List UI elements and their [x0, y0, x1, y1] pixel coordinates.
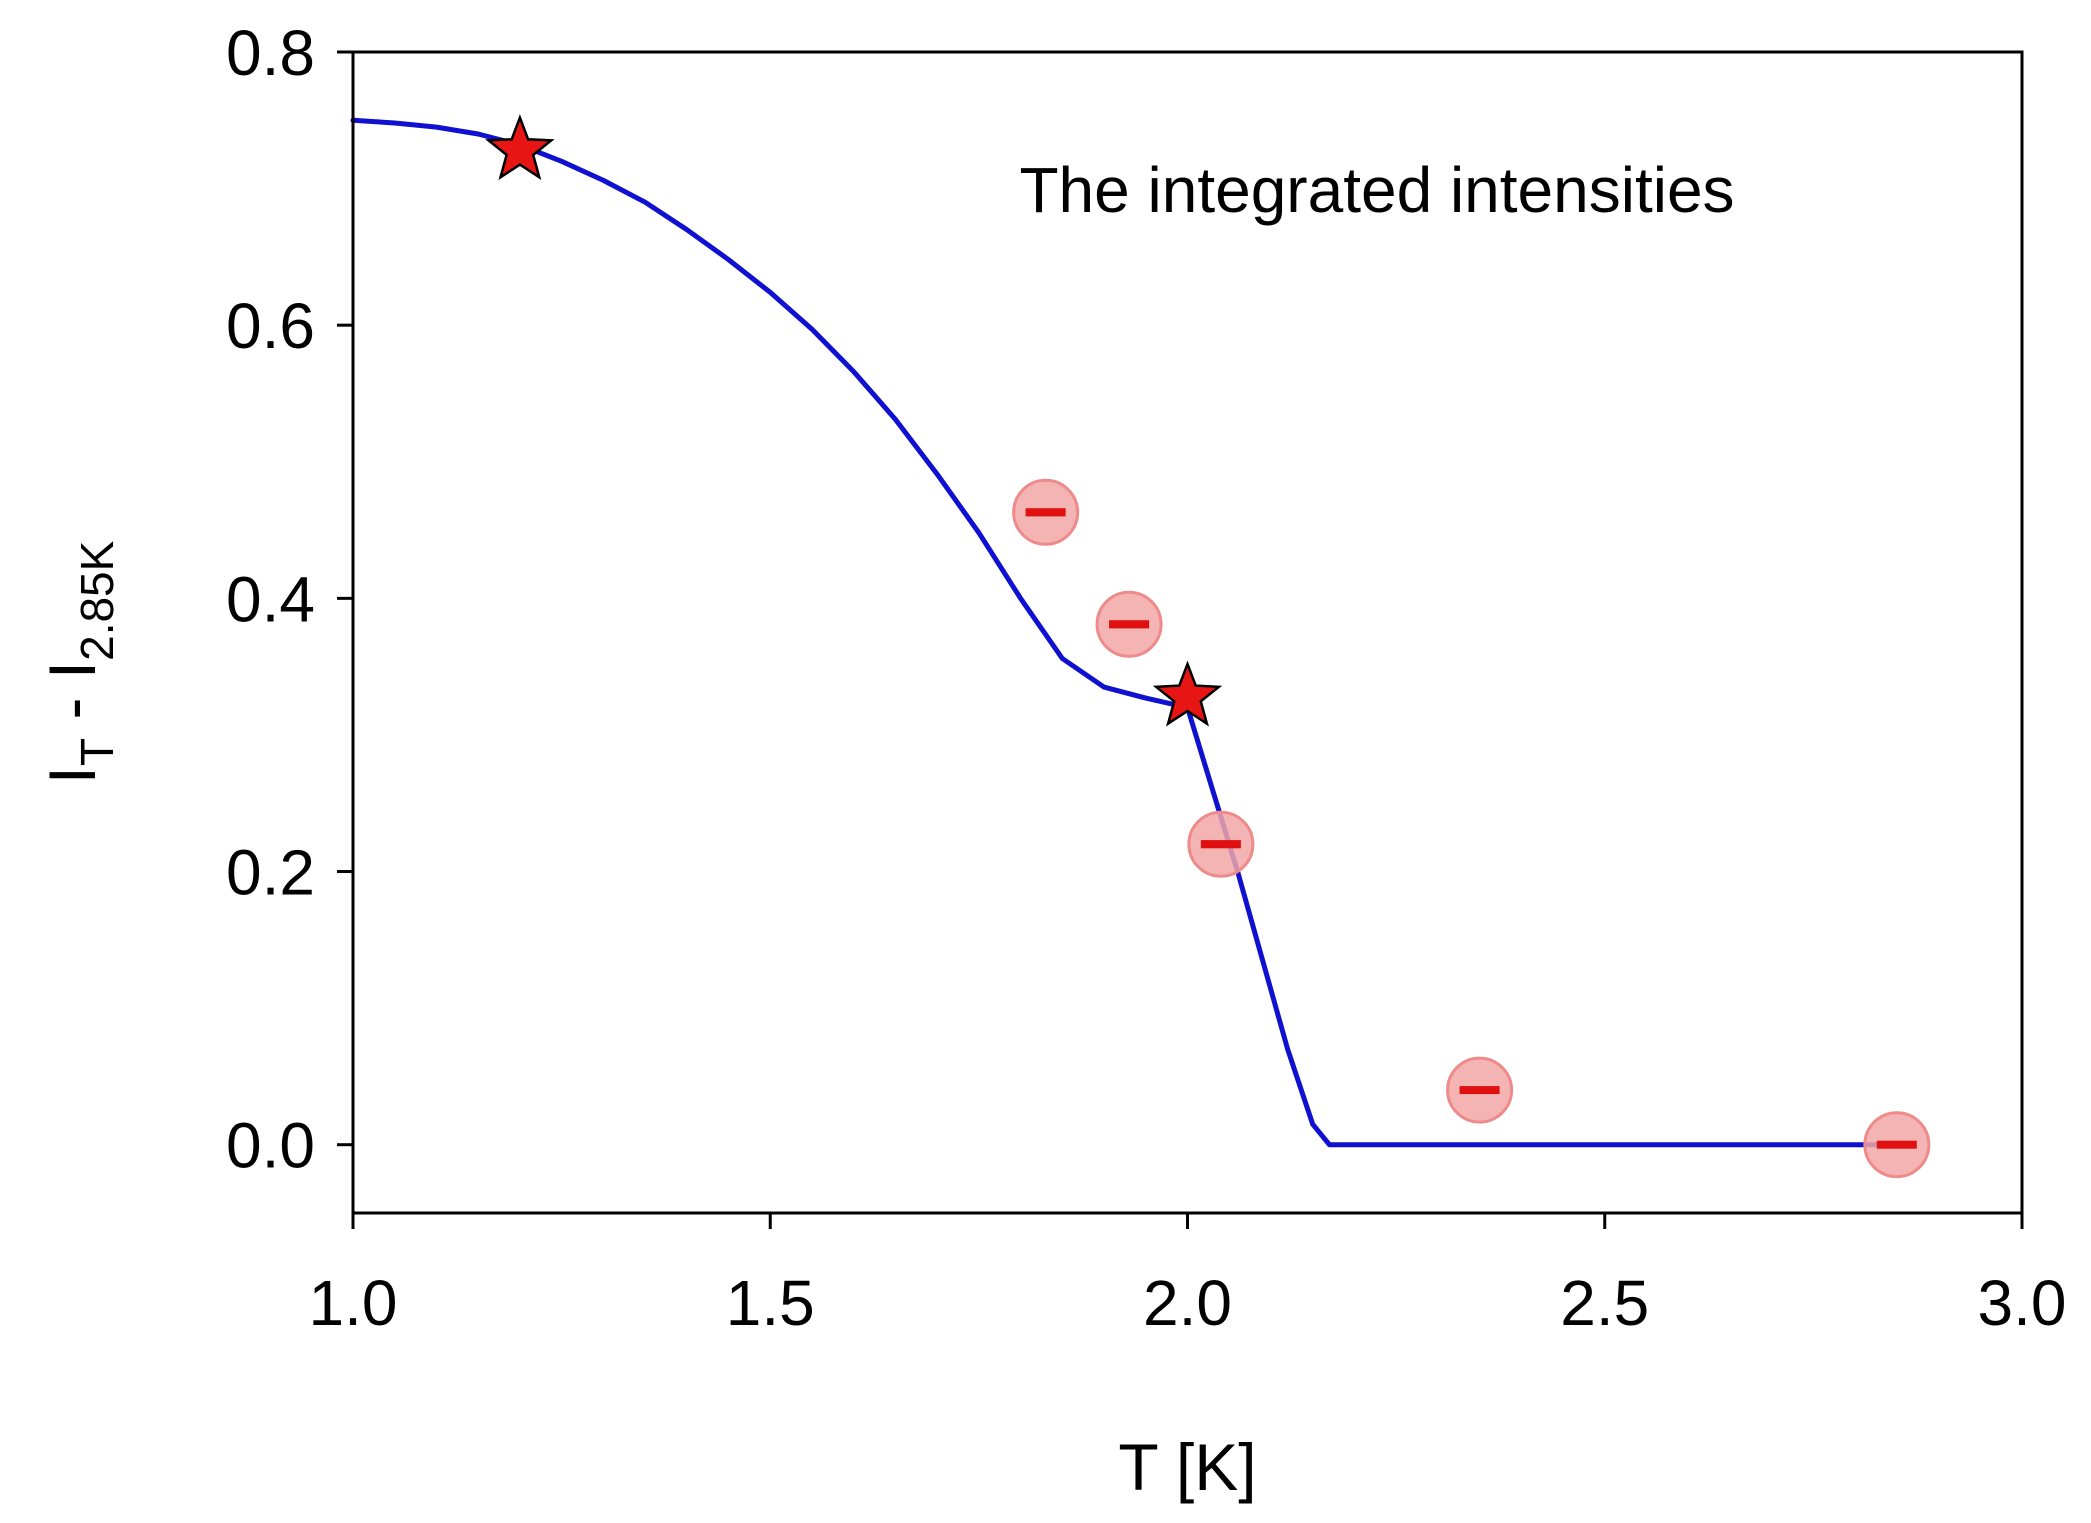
circle-point [1187, 810, 1255, 878]
x-tick-label: 3.0 [1978, 1267, 2067, 1339]
y-axis-title-subscript: 2.85K [71, 540, 123, 661]
y-tick-label: 0.6 [226, 290, 315, 362]
error-bar [1459, 1086, 1500, 1095]
data-layer [350, 114, 1931, 1179]
circle-point [1012, 478, 1080, 546]
y-axis-title-part: I [35, 766, 109, 784]
error-bar [1876, 1140, 1917, 1149]
labels: 1.0 1.5 2.0 2.5 3.0 0.0 0.2 0.4 0.6 0.8 T [K] IT - … [35, 17, 2066, 1504]
axes [337, 50, 2024, 1229]
circle-point [1095, 590, 1163, 658]
plot-frame [351, 50, 2024, 1215]
y-axis-title-subscript: T [71, 738, 123, 766]
star-point [1152, 660, 1223, 727]
circle-point [1446, 1056, 1514, 1124]
x-tick-label: 1.5 [726, 1267, 815, 1339]
y-axis-title-part: - I [35, 661, 109, 738]
error-bar [1025, 508, 1066, 517]
annotation-label: The integrated intensities [1019, 154, 1734, 226]
x-tick-label: 2.5 [1560, 1267, 1649, 1339]
error-bar [1109, 620, 1150, 629]
circle-point [1863, 1111, 1931, 1179]
fit-line [350, 117, 1908, 1148]
y-axis-title-text: IT - I2.85K [35, 540, 123, 784]
star-point [485, 114, 555, 181]
y-tick-label: 0.4 [226, 563, 315, 635]
x-tick-label: 1.0 [309, 1267, 398, 1339]
x-axis-title: T [K] [1118, 1430, 1256, 1504]
error-bar [1200, 840, 1241, 849]
x-tick-label: 2.0 [1143, 1267, 1232, 1339]
y-axis-title: IT - I2.85K [35, 540, 123, 784]
y-tick-label: 0.8 [226, 17, 315, 89]
y-tick-label: 0.0 [226, 1110, 315, 1182]
y-tick-label: 0.2 [226, 837, 315, 909]
